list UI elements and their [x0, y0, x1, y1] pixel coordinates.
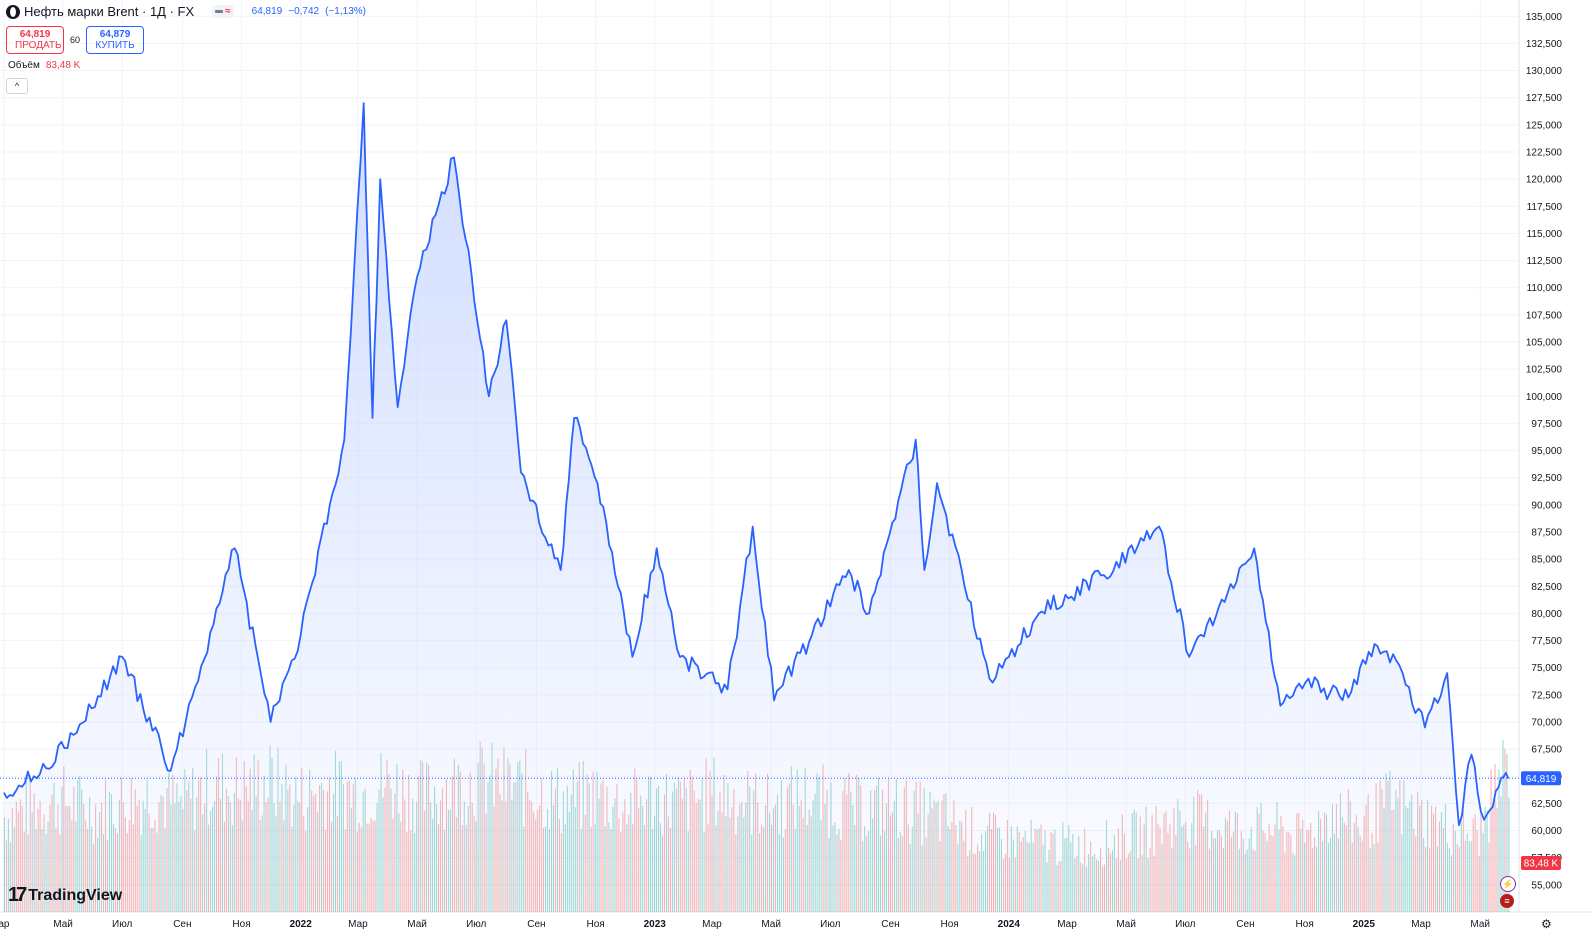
- buy-button[interactable]: 64,879 КУПИТЬ: [86, 26, 145, 54]
- y-tick-label: 70,000: [1531, 718, 1562, 729]
- oil-drop-icon: [6, 4, 20, 19]
- y-tick-label: 90,000: [1531, 500, 1562, 511]
- y-tick-label: 117,500: [1527, 202, 1563, 213]
- last-volume-label: 83,48 K: [1524, 859, 1559, 870]
- x-tick-label: Ноя: [232, 919, 250, 930]
- y-tick-label: 75,000: [1531, 663, 1562, 674]
- y-tick-label: 107,500: [1526, 310, 1563, 321]
- price-readout: 64,819 −0,742 (−1,13%): [252, 6, 366, 17]
- x-tick-label: ар: [0, 919, 10, 930]
- tradingview-logo[interactable]: 17 TradingView: [8, 884, 122, 907]
- x-tick-label: Май: [407, 919, 427, 930]
- x-tick-label: Ноя: [1296, 919, 1314, 930]
- chevron-up-icon[interactable]: ^: [6, 78, 28, 94]
- y-tick-label: 105,000: [1526, 338, 1563, 349]
- y-tick-label: 67,500: [1531, 745, 1562, 756]
- y-tick-label: 95,000: [1531, 446, 1562, 457]
- y-tick-label: 80,000: [1531, 609, 1562, 620]
- sell-label: ПРОДАТЬ: [15, 40, 62, 51]
- y-tick-label: 115,000: [1527, 229, 1563, 240]
- y-tick-label: 85,000: [1531, 555, 1562, 566]
- y-tick-label: 132,500: [1526, 39, 1563, 50]
- x-tick-label: 2022: [290, 919, 313, 930]
- us-flag-icon[interactable]: ≡: [1500, 894, 1514, 908]
- volume-legend[interactable]: Объём 83,48 K: [8, 60, 80, 71]
- price-line: [3, 102, 1510, 826]
- y-tick-label: 110,000: [1527, 283, 1563, 294]
- volume-label: Объём: [8, 60, 40, 71]
- x-tick-label: Июл: [112, 919, 132, 930]
- x-tick-label: Мар: [702, 919, 722, 930]
- y-tick-label: 112,500: [1527, 256, 1563, 267]
- last-volume-tag: [1521, 856, 1561, 870]
- x-tick-label: 2025: [1353, 919, 1376, 930]
- buy-label: КУПИТЬ: [95, 40, 135, 51]
- x-tick-label: Июл: [820, 919, 840, 930]
- last-price-tag: [1521, 771, 1561, 786]
- hide-icon[interactable]: [215, 10, 224, 13]
- sell-button[interactable]: 64,819 ПРОДАТЬ: [6, 26, 64, 54]
- x-tick-label: Мар: [1057, 919, 1077, 930]
- x-tick-label: Сен: [881, 919, 899, 930]
- x-tick-label: Май: [761, 919, 781, 930]
- x-tick-label: Май: [53, 919, 73, 930]
- y-tick-label: 82,500: [1531, 582, 1562, 593]
- y-tick-label: 102,500: [1526, 365, 1563, 376]
- compare-icon[interactable]: ≈: [225, 6, 231, 17]
- trade-panel: 64,819 ПРОДАТЬ 60 64,879 КУПИТЬ: [6, 26, 145, 54]
- y-tick-label: 130,000: [1526, 66, 1563, 77]
- x-tick-label: Ноя: [941, 919, 959, 930]
- y-tick-label: 127,500: [1526, 93, 1563, 104]
- price-area: [3, 103, 1509, 913]
- y-tick-label: 100,000: [1526, 392, 1563, 403]
- y-tick-label: 125,000: [1526, 120, 1563, 131]
- last-price-value: 64,819: [251, 6, 283, 17]
- y-tick-label: 135,000: [1526, 12, 1563, 23]
- x-tick-label: Май: [1470, 919, 1490, 930]
- y-tick-label: 62,500: [1531, 799, 1562, 810]
- spread-value: 60: [70, 35, 81, 45]
- volume-value: 83,48 K: [45, 60, 81, 71]
- x-tick-label: Мар: [1411, 919, 1431, 930]
- logo-text: TradingView: [28, 886, 123, 904]
- x-tick-label: 2023: [644, 919, 667, 930]
- price-change-value: −0,742: [288, 6, 320, 17]
- x-tick-label: Мар: [348, 919, 368, 930]
- last-price-label: 64,819: [1526, 774, 1557, 785]
- y-tick-label: 77,500: [1531, 636, 1562, 647]
- legend-controls[interactable]: ≈: [212, 5, 234, 18]
- symbol-legend[interactable]: Нефть марки Brent · 1Д · FX ≈ 64,819 −0,…: [6, 4, 366, 19]
- buy-price: 64,879: [99, 29, 131, 40]
- x-tick-label: Ноя: [586, 919, 604, 930]
- x-tick-label: 2024: [998, 919, 1021, 930]
- x-tick-label: Сен: [173, 919, 191, 930]
- tradingview-mark-icon: 17: [8, 884, 27, 906]
- x-tick-label: Июл: [1175, 919, 1195, 930]
- x-tick-label: Июл: [466, 919, 486, 930]
- x-tick-label: Май: [1116, 919, 1136, 930]
- price-change-pct: (−1,13%): [325, 6, 366, 17]
- y-tick-label: 120,000: [1526, 175, 1563, 186]
- y-tick-label: 55,000: [1531, 880, 1562, 891]
- y-tick-label: 60,000: [1531, 826, 1562, 837]
- y-tick-label: 122,500: [1526, 148, 1563, 159]
- sell-price: 64,819: [19, 29, 51, 40]
- gear-icon[interactable]: ⚙: [1541, 917, 1552, 931]
- lightning-icon[interactable]: ⚡: [1500, 876, 1516, 892]
- x-tick-label: Сен: [1236, 919, 1254, 930]
- volume-bar: [1508, 797, 1510, 912]
- y-tick-label: 97,500: [1531, 419, 1562, 430]
- y-tick-label: 72,500: [1531, 690, 1562, 701]
- y-tick-label: 87,500: [1531, 528, 1562, 539]
- y-tick-label: 92,500: [1531, 473, 1562, 484]
- x-tick-label: Сен: [527, 919, 545, 930]
- symbol-title[interactable]: Нефть марки Brent · 1Д · FX: [24, 4, 195, 19]
